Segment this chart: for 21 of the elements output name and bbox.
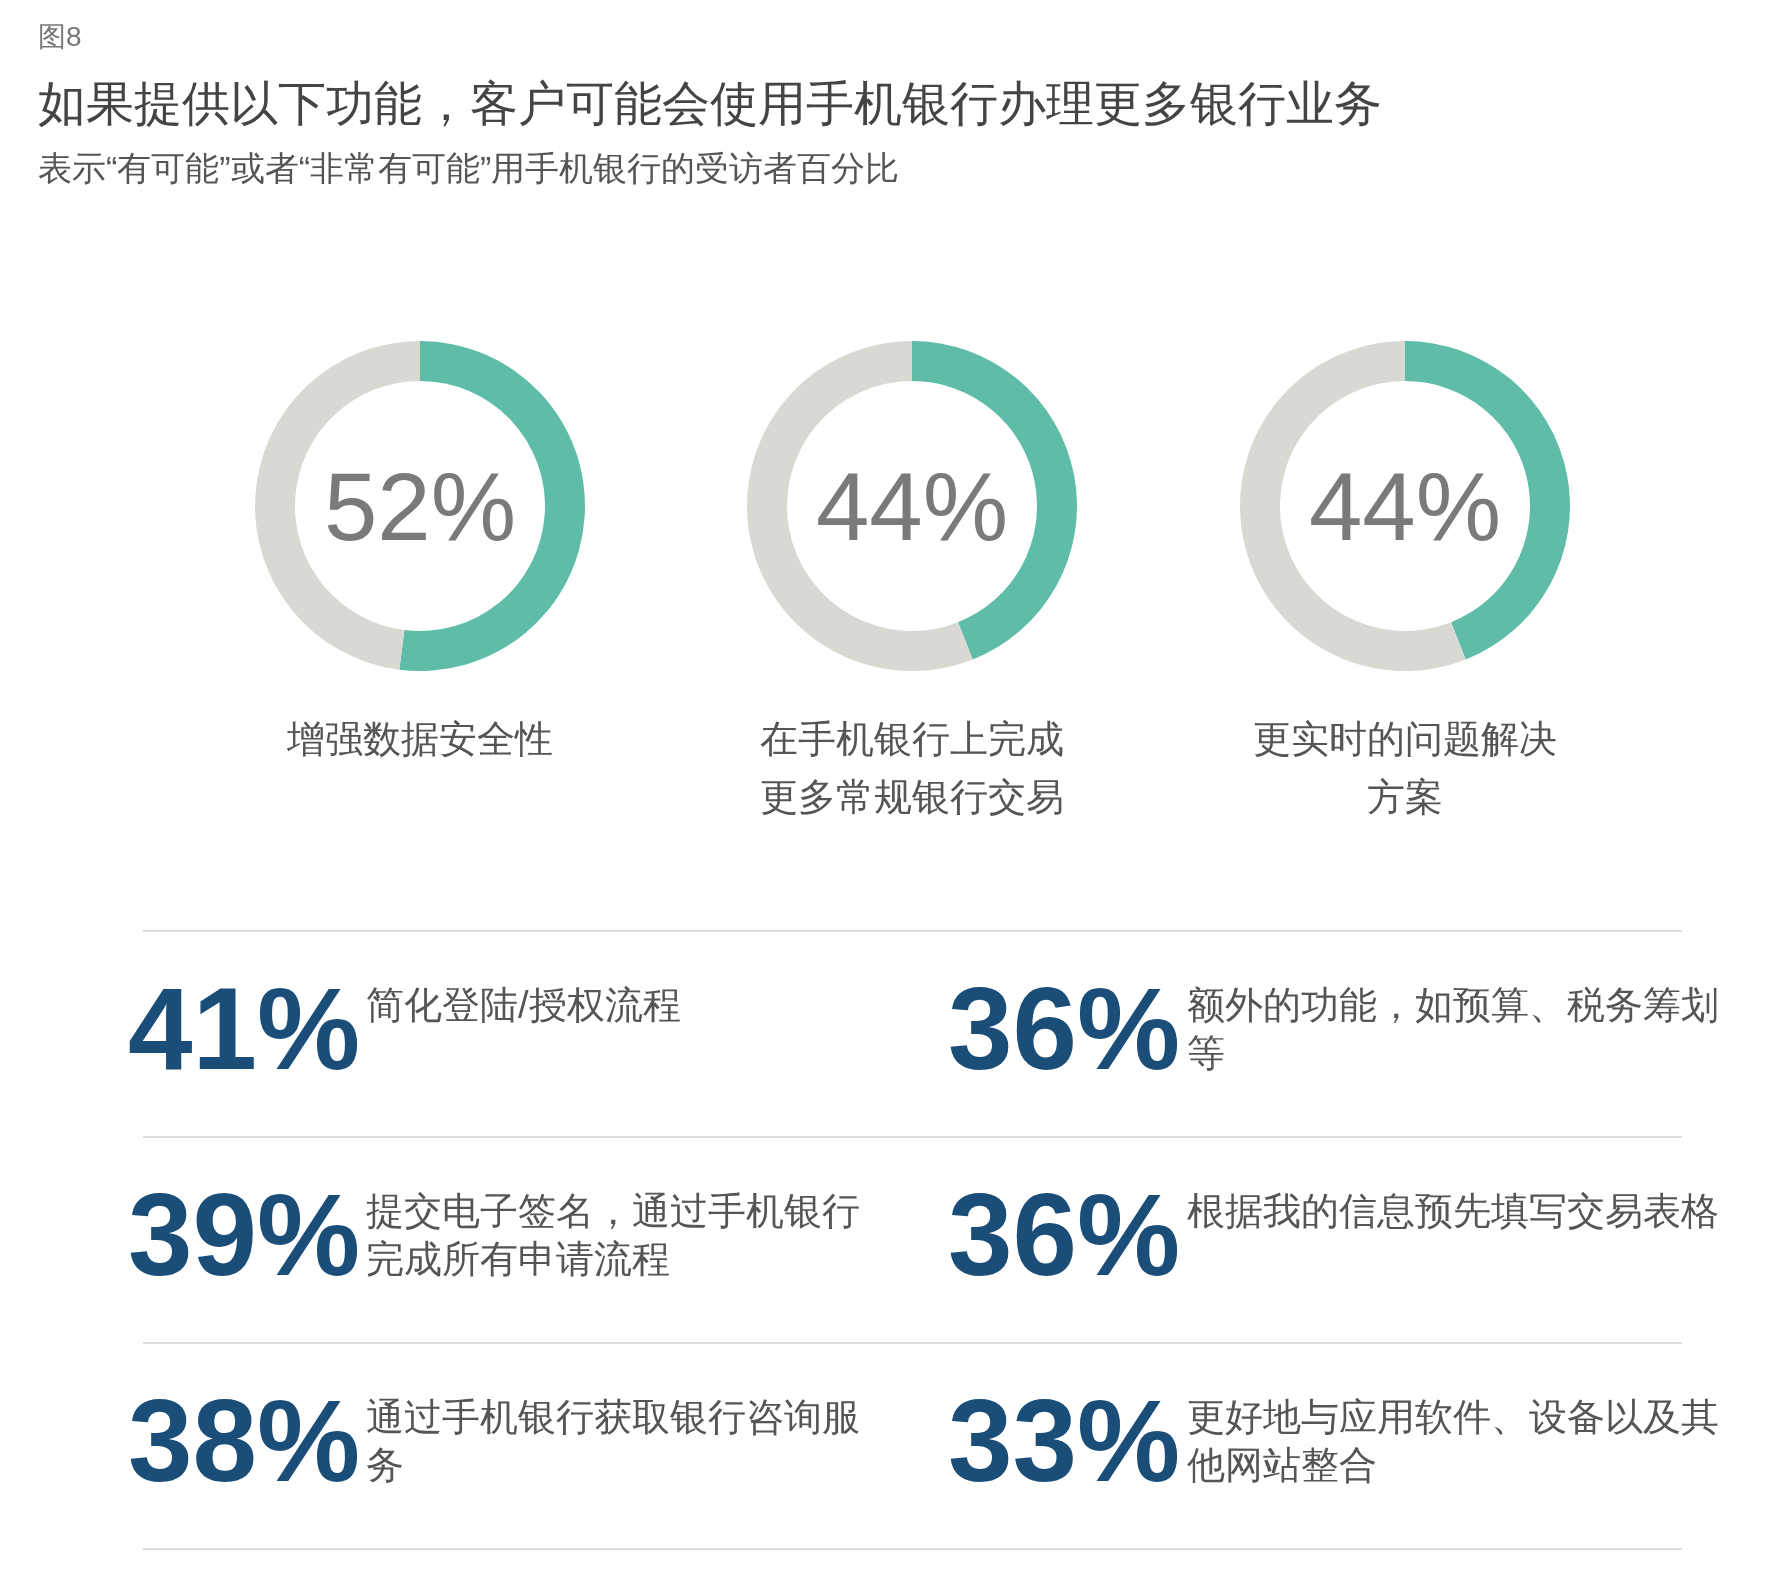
category-label: 更好地与应用软件、设备以及其他网站整合: [1187, 1396, 1719, 1486]
data-label: 44%: [1308, 452, 1502, 560]
chart-subtitle: 表示“有可能”或者“非常有可能”用手机银行的受访者百分比: [38, 148, 900, 189]
data-label: 52%: [323, 452, 517, 560]
data-label: 36%: [948, 964, 1181, 1094]
data-label: 39%: [128, 1170, 361, 1300]
text: 增强数据安全性: [286, 718, 553, 760]
data-label: 38%: [128, 1376, 361, 1506]
text: 在手机银行上完成更多常规银行交易: [760, 718, 1064, 818]
category-label: 简化登陆/授权流程: [366, 984, 681, 1026]
data-label: 41%: [128, 964, 361, 1094]
text: 如果提供以下功能，客户可能会使用手机银行办理更多银行业务: [38, 76, 1382, 132]
category-label: 提交电子签名，通过手机银行完成所有申请流程: [366, 1190, 860, 1280]
caption: 图8: [38, 20, 82, 54]
text: 更实时的问题解决方案: [1253, 718, 1557, 818]
data-label: 33%: [948, 1376, 1181, 1506]
category-label: 根据我的信息预先填写交易表格: [1187, 1190, 1719, 1232]
category-label: 额外的功能，如预算、税务筹划等: [1187, 984, 1719, 1074]
data-label: 36%: [948, 1170, 1181, 1300]
category-label: 通过手机银行获取银行咨询服务: [366, 1396, 860, 1486]
data-label: 44%: [815, 452, 1009, 560]
